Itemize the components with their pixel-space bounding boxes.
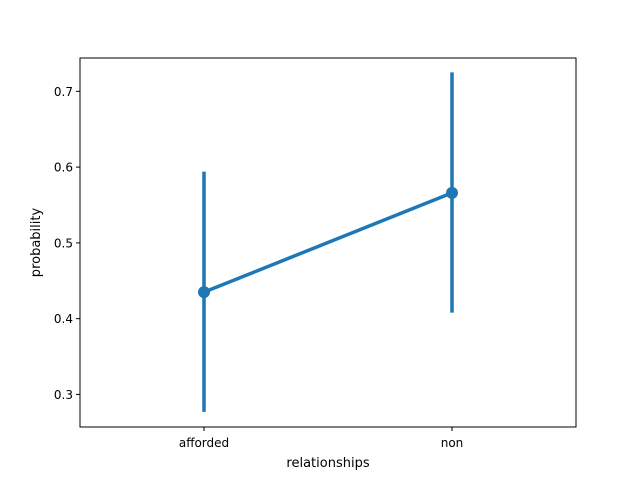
data-point <box>446 186 458 199</box>
x-tick-label: non <box>441 436 464 450</box>
x-tick-label: afforded <box>179 436 229 450</box>
y-tick-label: 0.3 <box>54 388 73 402</box>
plot-layer <box>198 72 458 412</box>
y-tick-label: 0.4 <box>54 312 73 326</box>
y-tick-label: 0.5 <box>54 236 73 250</box>
y-axis: 0.3 0.4 0.5 0.6 0.7 <box>54 85 80 402</box>
y-axis-title: probability <box>29 208 44 278</box>
series-line <box>203 191 453 294</box>
x-axis: afforded non <box>179 427 463 450</box>
y-tick-label: 0.6 <box>54 161 73 175</box>
x-axis-title: relationships <box>286 456 369 471</box>
data-point <box>198 286 210 299</box>
y-tick-label: 0.7 <box>54 85 73 99</box>
